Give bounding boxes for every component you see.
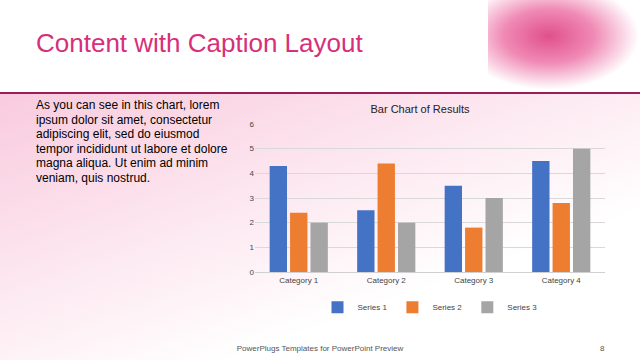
html-text:PowerPlugs Templates for Power: PowerPlugs Templates for PowerPoint Prev… — [236, 344, 404, 353]
svg-text:Series 3: Series 3 — [507, 303, 537, 312]
svg-text:Category 3: Category 3 — [454, 276, 494, 285]
svg-text:Category 4: Category 4 — [542, 276, 582, 285]
svg-text:Category 2: Category 2 — [367, 276, 407, 285]
svg-text:3: 3 — [250, 194, 255, 203]
svg-text:Bar Chart of Results: Bar Chart of Results — [370, 103, 470, 115]
svg-text:6: 6 — [250, 120, 255, 129]
html-text:Content with Caption Layout: Content with Caption Layout — [36, 28, 363, 58]
svg-text:2: 2 — [250, 218, 255, 227]
svg-text:Series 2: Series 2 — [432, 303, 462, 312]
svg-text:5: 5 — [250, 144, 255, 153]
svg-text:1: 1 — [250, 243, 255, 252]
svg-text:Series 1: Series 1 — [358, 303, 388, 312]
svg-text:0: 0 — [250, 268, 255, 277]
svg-text:Category 1: Category 1 — [279, 276, 319, 285]
html-text:As you can see in this chart,: As you can see in this chart, lorem ipsu… — [36, 98, 228, 185]
html-text:8: 8 — [600, 344, 605, 353]
svg-text:4: 4 — [250, 169, 255, 178]
